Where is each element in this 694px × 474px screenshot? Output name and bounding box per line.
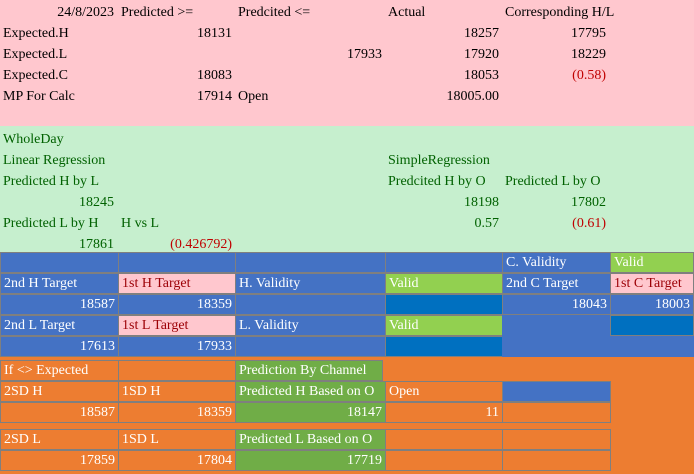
- c-validity-label[interactable]: C. Validity: [502, 252, 611, 273]
- sd1-h-value[interactable]: 18359: [118, 402, 236, 423]
- mp-value[interactable]: 17914: [197, 89, 232, 104]
- pred-l-by-o-label[interactable]: Predicted L by O: [505, 174, 601, 189]
- first-l-target-label[interactable]: 1st L Target: [118, 315, 236, 336]
- pred-h-by-l-value[interactable]: 18245: [79, 195, 114, 210]
- sd1-l-value[interactable]: 17804: [118, 450, 236, 471]
- simple-regression-title[interactable]: SimpleRegression: [388, 153, 490, 168]
- if-expected-label[interactable]: If <> Expected: [0, 360, 119, 381]
- second-l-target-label[interactable]: 2nd L Target: [0, 315, 119, 336]
- header-corresponding[interactable]: Corresponding H/L: [505, 5, 615, 20]
- date-header[interactable]: 24/8/2023: [57, 5, 114, 20]
- pred-l-by-h-value[interactable]: 17861: [79, 237, 114, 252]
- pred-h-based-on-o-value[interactable]: 18147: [235, 402, 386, 423]
- row-label-expected-l[interactable]: Expected.L: [3, 47, 68, 62]
- first-l-target-value[interactable]: 17933: [118, 336, 236, 357]
- empty-cell[interactable]: [502, 315, 611, 336]
- regression-block: [0, 126, 694, 252]
- empty-cell[interactable]: [0, 252, 119, 273]
- expected-h-le[interactable]: [235, 23, 385, 44]
- h-vs-l-value[interactable]: (0.426792): [170, 237, 232, 252]
- row-label-expected-h[interactable]: Expected.H: [3, 26, 69, 41]
- l-validity-label[interactable]: L. Validity: [235, 315, 386, 336]
- expected-l-ge[interactable]: [118, 44, 235, 65]
- h-validity-value[interactable]: Valid: [385, 273, 503, 294]
- l-by-o-coef[interactable]: (0.61): [572, 216, 606, 231]
- sd2-l-value[interactable]: 17859: [0, 450, 119, 471]
- channel-open-label[interactable]: Open: [385, 381, 503, 402]
- empty-cell[interactable]: [385, 294, 503, 315]
- empty-cell[interactable]: [610, 315, 694, 336]
- empty-cell[interactable]: [118, 252, 236, 273]
- first-c-target-label[interactable]: 1st C Target: [610, 273, 694, 294]
- header-actual[interactable]: Actual: [388, 5, 426, 20]
- sd2-l-label[interactable]: 2SD L: [0, 429, 119, 450]
- row-label-expected-c[interactable]: Expected.C: [3, 68, 68, 83]
- second-l-target-value[interactable]: 17613: [0, 336, 119, 357]
- header-predicted-ge[interactable]: Predicted >=: [121, 5, 194, 20]
- expected-c-corresponding[interactable]: (0.58): [572, 68, 606, 83]
- expected-c-ge[interactable]: 18083: [197, 68, 232, 83]
- wholeday-label[interactable]: WholeDay: [3, 132, 64, 147]
- pred-h-by-o-value[interactable]: 18198: [464, 195, 499, 210]
- pred-h-by-l-label[interactable]: Predicted H by L: [3, 174, 100, 189]
- h-by-o-coef[interactable]: 0.57: [474, 216, 500, 231]
- expected-block: [0, 0, 694, 126]
- empty-cell[interactable]: [235, 294, 386, 315]
- sd2-h-value[interactable]: 18587: [0, 402, 119, 423]
- empty-cell[interactable]: [235, 336, 386, 357]
- expected-h-corresponding[interactable]: 17795: [571, 26, 606, 41]
- sd2-h-label[interactable]: 2SD H: [0, 381, 119, 402]
- empty-cell[interactable]: [502, 450, 611, 471]
- empty-cell[interactable]: [502, 429, 611, 450]
- expected-l-actual[interactable]: 17920: [464, 47, 499, 62]
- pred-h-based-on-o-label[interactable]: Predicted H Based on O: [235, 381, 386, 402]
- pred-l-based-on-o-label[interactable]: Predicted L Based on O: [235, 429, 386, 450]
- open-value[interactable]: 18005.00: [446, 89, 500, 104]
- empty-cell[interactable]: [235, 252, 386, 273]
- empty-cell[interactable]: [385, 429, 503, 450]
- pred-l-by-o-value[interactable]: 17802: [571, 195, 606, 210]
- linear-regression-title[interactable]: Linear Regression: [3, 153, 106, 168]
- open-label[interactable]: Open: [238, 89, 269, 104]
- c-validity-value[interactable]: Valid: [610, 252, 694, 273]
- expected-h-actual[interactable]: 18257: [464, 26, 499, 41]
- second-c-target-value[interactable]: 18043: [502, 294, 611, 315]
- row-label-mp-for-calc[interactable]: MP For Calc: [3, 89, 75, 104]
- empty-cell[interactable]: [118, 360, 236, 381]
- prediction-by-channel-title[interactable]: Prediction By Channel: [235, 360, 383, 381]
- first-h-target-value[interactable]: 18359: [118, 294, 236, 315]
- expected-c-le[interactable]: [235, 65, 385, 86]
- header-predicted-le[interactable]: Predcited <=: [238, 5, 311, 20]
- expected-h-ge[interactable]: 18131: [197, 26, 232, 41]
- second-h-target-value[interactable]: 18587: [0, 294, 119, 315]
- first-h-target-label[interactable]: 1st H Target: [118, 273, 236, 294]
- expected-l-le[interactable]: 17933: [347, 47, 382, 62]
- empty-cell[interactable]: [385, 336, 503, 357]
- pred-l-based-on-o-value[interactable]: 17719: [235, 450, 386, 471]
- empty-cell[interactable]: [502, 336, 694, 357]
- empty-cell[interactable]: [502, 381, 611, 402]
- h-validity-label[interactable]: H. Validity: [235, 273, 386, 294]
- sd1-l-label[interactable]: 1SD L: [118, 429, 236, 450]
- second-c-target-label[interactable]: 2nd C Target: [502, 273, 611, 294]
- empty-cell[interactable]: [502, 402, 611, 423]
- expected-c-actual[interactable]: 18053: [464, 68, 499, 83]
- empty-cell[interactable]: [385, 450, 503, 471]
- channel-open-value[interactable]: 11: [385, 402, 503, 423]
- empty-cell[interactable]: [385, 252, 503, 273]
- l-validity-value[interactable]: Valid: [385, 315, 503, 336]
- pred-l-by-h-label[interactable]: Predicted L by H: [3, 216, 99, 231]
- sd1-h-label[interactable]: 1SD H: [118, 381, 236, 402]
- second-h-target-label[interactable]: 2nd H Target: [0, 273, 119, 294]
- expected-l-corresponding[interactable]: 18229: [571, 47, 606, 62]
- pred-h-by-o-label[interactable]: Predcited H by O: [388, 174, 486, 189]
- h-vs-l-label[interactable]: H vs L: [121, 216, 160, 231]
- first-c-target-value[interactable]: 18003: [610, 294, 694, 315]
